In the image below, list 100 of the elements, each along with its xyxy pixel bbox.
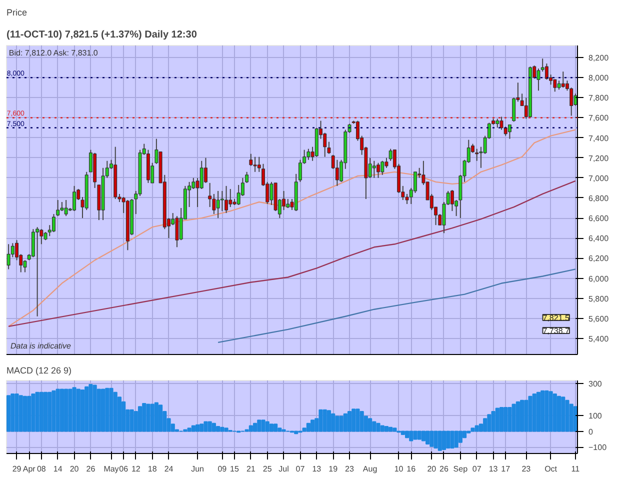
bar: [499, 406, 504, 432]
candlestick: [208, 182, 212, 208]
bar: [248, 425, 253, 432]
bar: [56, 388, 60, 432]
candlestick: [56, 200, 60, 217]
x-tick-label: 29: [12, 464, 22, 474]
bar: [326, 410, 332, 432]
bar: [524, 400, 528, 432]
bar: [512, 404, 516, 432]
y-tick-label: 7,400: [588, 134, 610, 143]
x-tick-label: 13: [488, 464, 498, 474]
x-tick-label: 21: [246, 464, 256, 474]
candlestick: [475, 148, 479, 162]
bar: [68, 388, 72, 432]
bar: [318, 409, 323, 432]
bar: [536, 392, 541, 432]
bar: [495, 408, 500, 432]
bar: [380, 425, 384, 432]
y-tick-label: −100: [588, 443, 608, 452]
bar: [520, 400, 524, 432]
y-tick-label: 7,200: [588, 154, 610, 163]
y-tick-label: 5,600: [588, 314, 610, 324]
candlestick: [306, 148, 310, 160]
bar: [212, 422, 216, 432]
candlestick: [414, 171, 417, 194]
y-tick-label: 7,800: [588, 94, 610, 103]
y-tick-label: 300: [588, 380, 602, 389]
bar: [158, 404, 163, 432]
bar: [278, 428, 282, 432]
bar: [72, 387, 76, 432]
x-tick-label: 23: [345, 464, 355, 474]
candlestick: [245, 171, 249, 184]
bar: [404, 430, 410, 438]
candlestick: [175, 216, 179, 248]
bar: [446, 430, 450, 448]
chart-subtitle: (11-OCT-10) 7,821.5 (+1.37%) Daily 12:30: [6, 30, 198, 40]
bar: [352, 408, 356, 432]
bar: [64, 388, 68, 432]
bar: [417, 430, 422, 440]
bar: [48, 392, 52, 432]
bar: [43, 392, 48, 432]
bar: [561, 396, 566, 432]
x-tick-label: 10: [394, 464, 404, 474]
bar: [438, 430, 442, 451]
x-tick-label: Jun: [191, 464, 204, 474]
bar: [96, 388, 101, 432]
bar: [339, 416, 344, 432]
bar: [191, 425, 196, 432]
candlestick: [282, 190, 286, 211]
x-tick-label: 14: [53, 464, 63, 474]
bar: [187, 428, 192, 432]
bar: [322, 409, 327, 432]
y-tick-label: 8,000: [588, 74, 610, 83]
bar: [76, 388, 80, 432]
y-tick-label: 6,400: [588, 234, 610, 244]
bar: [138, 406, 142, 432]
candlestick: [72, 185, 76, 212]
bar: [376, 422, 380, 432]
x-tick-label: Sep: [453, 464, 468, 474]
bar: [92, 384, 97, 432]
bar: [356, 408, 360, 432]
bar: [335, 416, 340, 432]
bar: [372, 421, 376, 432]
x-tick-label: 13: [312, 464, 322, 474]
x-tick-label: 26: [86, 464, 96, 474]
bar: [413, 430, 418, 440]
bar: [487, 414, 492, 432]
bar: [265, 421, 270, 432]
bar: [565, 400, 570, 432]
y-tick-label: 5,800: [588, 294, 610, 304]
bar: [430, 430, 434, 447]
x-tick-label: 07: [472, 464, 482, 474]
candlestick: [220, 190, 224, 212]
bar: [409, 430, 414, 442]
bar: [100, 388, 106, 432]
candlestick: [508, 124, 512, 140]
y-tick-label: 100: [588, 411, 602, 420]
x-tick-label: 17: [501, 464, 511, 474]
x-tick-label: 23: [522, 464, 532, 474]
bar: [18, 395, 23, 432]
candlestick: [6, 244, 10, 270]
bar: [504, 406, 508, 432]
x-tick-label: 20: [427, 464, 437, 474]
bar: [130, 409, 134, 432]
bar: [195, 424, 200, 432]
bar: [434, 430, 438, 448]
bar: [88, 384, 93, 432]
bar: [154, 402, 158, 432]
bar: [261, 420, 266, 432]
bar: [343, 413, 348, 432]
candlestick: [372, 160, 376, 178]
x-tick-label: 18: [148, 464, 158, 474]
bar: [552, 393, 557, 432]
x-tick-label: Apr: [22, 464, 36, 474]
candlestick: [544, 63, 548, 80]
x-tick-label: 25: [262, 464, 272, 474]
candlestick: [335, 159, 339, 186]
bar: [113, 392, 118, 432]
bar: [22, 396, 28, 432]
candlestick: [64, 200, 68, 217]
